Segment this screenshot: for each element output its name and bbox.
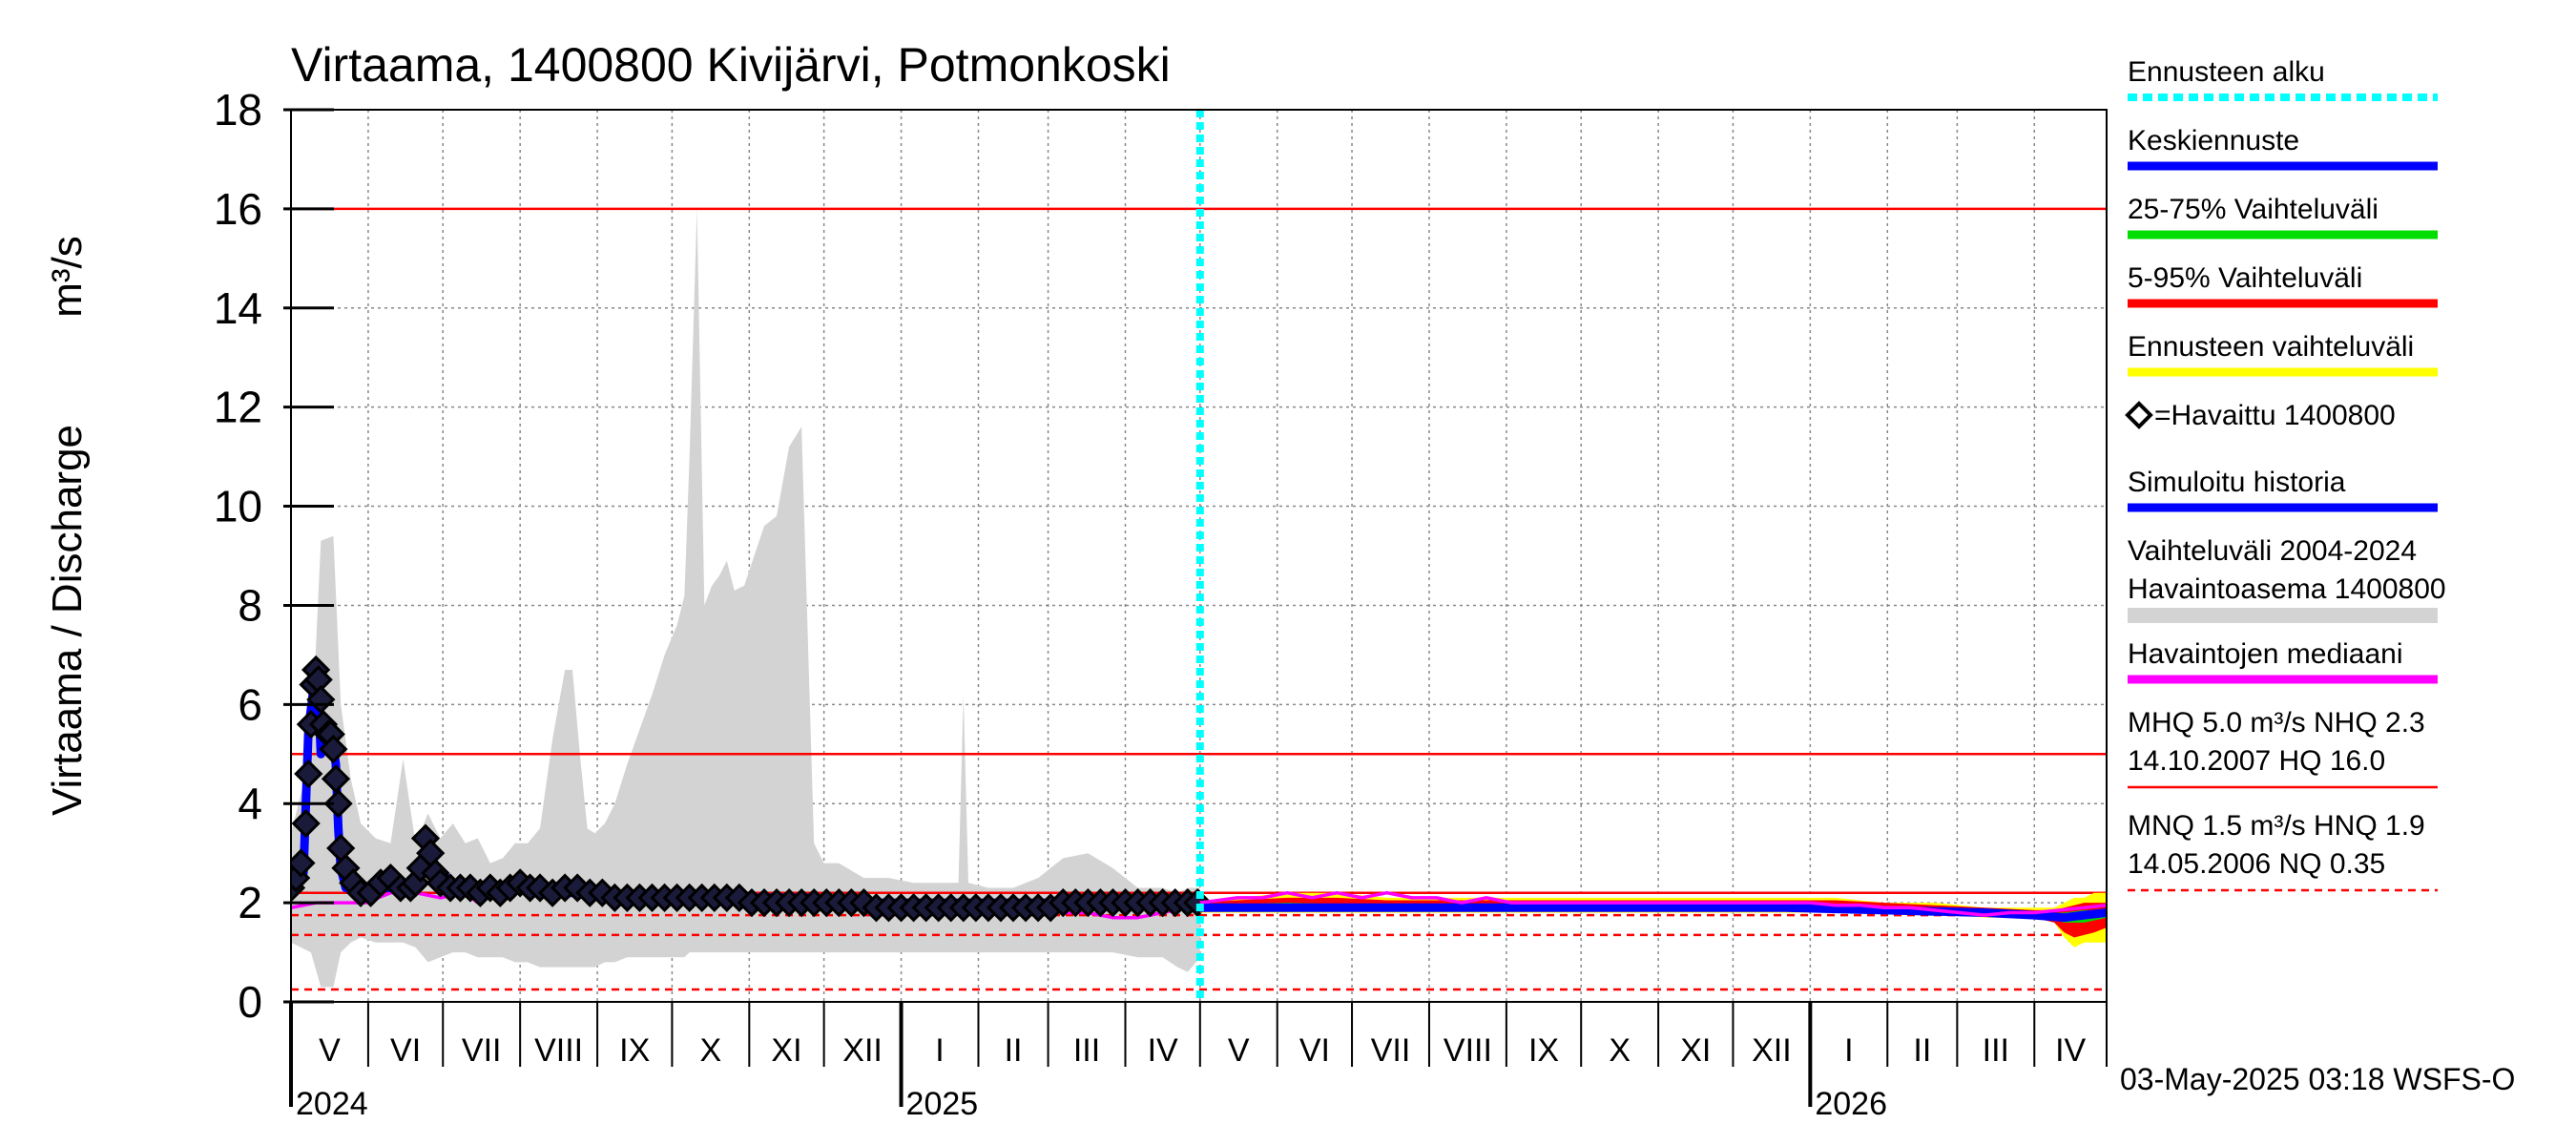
x-month-label: VII [1371, 1032, 1411, 1069]
x-month-label: II [1913, 1032, 1931, 1069]
x-month-label: XII [842, 1032, 883, 1069]
observed-point-marker [319, 734, 348, 764]
x-month-label: VIII [534, 1032, 583, 1069]
x-month-label: IV [1148, 1032, 1178, 1069]
legend-label-vaihteluv-li-2004-2024: Vaihteluväli 2004-2024 [2128, 535, 2417, 567]
x-month-label: X [700, 1032, 722, 1069]
legend-label-simuloitu-historia: Simuloitu historia [2128, 467, 2346, 498]
x-month-label: VI [1299, 1032, 1330, 1069]
legend-label-havaintojen-mediaani: Havaintojen mediaani [2128, 638, 2403, 670]
x-month-label: VIII [1444, 1032, 1492, 1069]
timestamp-footer: 03-May-2025 03:18 WSFS-O [2120, 1062, 2515, 1096]
legend-label2-mnq-1-5-m-s-hnq-1-9: 14.05.2006 NQ 0.35 [2128, 848, 2385, 880]
observed-point-marker [294, 759, 323, 789]
x-year-label: 2024 [296, 1086, 368, 1122]
legend-label-25-75-vaihteluv-li: 25-75% Vaihteluväli [2128, 194, 2379, 225]
x-month-label: IX [1528, 1032, 1559, 1069]
y-axis-unit: m³/s [44, 236, 91, 318]
y-tick-label: 10 [214, 482, 262, 531]
observed-point-marker [321, 764, 351, 794]
x-month-label: V [1228, 1032, 1250, 1069]
x-year-label: 2026 [1815, 1086, 1887, 1122]
x-month-label: VII [462, 1032, 502, 1069]
x-month-label: III [1073, 1032, 1100, 1069]
legend-label-mhq-5-0-m-s-nhq-2-3: MHQ 5.0 m³/s NHQ 2.3 [2128, 707, 2425, 739]
x-year-label: 2025 [906, 1086, 979, 1122]
x-month-label: I [1844, 1032, 1853, 1069]
y-tick-label: 4 [238, 779, 262, 828]
legend-label-5-95-vaihteluv-li: 5-95% Vaihteluväli [2128, 262, 2362, 294]
legend-label-ennusteen-alku: Ennusteen alku [2128, 56, 2325, 88]
x-month-label: IX [619, 1032, 650, 1069]
x-month-label: I [935, 1032, 944, 1069]
observed-point-marker [323, 789, 353, 819]
legend-label2-mhq-5-0-m-s-nhq-2-3: 14.10.2007 HQ 16.0 [2128, 745, 2385, 777]
x-month-label: VI [390, 1032, 421, 1069]
y-tick-label: 8 [238, 580, 262, 630]
legend-marker-observed [2125, 401, 2153, 429]
y-tick-label: 14 [214, 283, 262, 333]
x-month-label: IV [2055, 1032, 2086, 1069]
observed-point-marker [291, 848, 316, 878]
series-group [291, 110, 2107, 1002]
x-month-label: XI [771, 1032, 801, 1069]
legend-label-ennusteen-vaihteluv-li: Ennusteen vaihteluväli [2128, 331, 2414, 363]
x-month-label: XI [1680, 1032, 1711, 1069]
series-line-keskiennuste [1199, 903, 2107, 923]
legend-label-mnq-1-5-m-s-hnq-1-9: MNQ 1.5 m³/s HNQ 1.9 [2128, 810, 2425, 842]
y-tick-label: 18 [214, 85, 262, 135]
chart-title: Virtaama, 1400800 Kivijärvi, Potmonkoski [291, 38, 1171, 92]
legend: Ennusteen alku Keskiennuste 25-75% Vaihtel… [2125, 56, 2446, 892]
x-month-label: V [319, 1032, 341, 1069]
series-line-havaintojen-mediaani-ennuste [1199, 890, 2107, 917]
x-month-label: III [1983, 1032, 2009, 1069]
legend-label-havaittu-1400800: =Havaittu 1400800 [2154, 400, 2396, 431]
y-tick-label: 6 [238, 679, 262, 729]
y-tick-label: 12 [214, 383, 262, 432]
x-month-label: II [1005, 1032, 1023, 1069]
legend-label2-vaihteluv-li-2004-2024: Havaintoasema 1400800 [2128, 573, 2446, 605]
y-tick-label: 16 [214, 184, 262, 234]
observed-point-marker [291, 808, 321, 839]
x-month-label: X [1609, 1032, 1631, 1069]
y-tick-label: 0 [238, 977, 262, 1027]
y-axis-label: Virtaama / Discharge [44, 425, 91, 816]
y-tick-label: 2 [238, 878, 262, 927]
legend-label-keskiennuste: Keskiennuste [2128, 125, 2299, 156]
x-month-label: XII [1752, 1032, 1792, 1069]
series-band-vaihteluv-li-2004-2024-havaintoasema-1400800 [291, 208, 1200, 988]
plot-frame [290, 109, 2108, 1003]
